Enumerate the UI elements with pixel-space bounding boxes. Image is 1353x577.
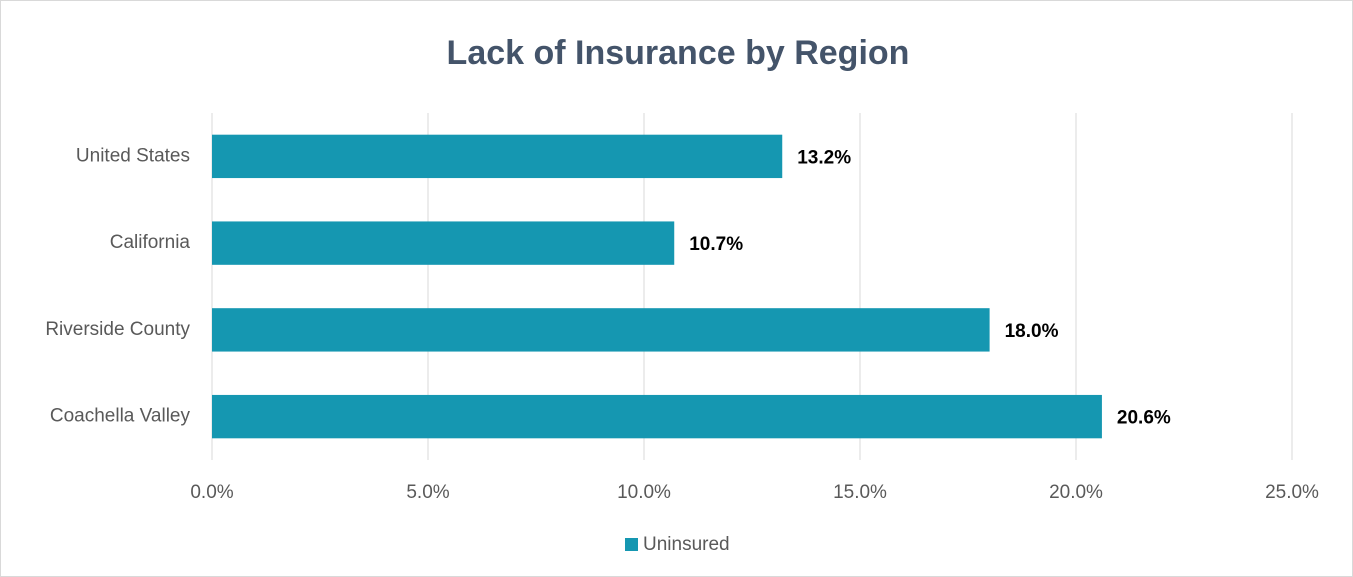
- legend-label: Uninsured: [643, 534, 730, 555]
- y-tick-label: United States: [76, 145, 190, 166]
- x-tick-label: 15.0%: [833, 482, 887, 503]
- data-label: 13.2%: [797, 147, 851, 168]
- y-tick-label: California: [110, 232, 191, 253]
- bar: [212, 394, 1102, 439]
- data-label: 10.7%: [689, 234, 743, 255]
- y-tick-label: Coachella Valley: [50, 406, 191, 427]
- bar: [212, 134, 783, 179]
- data-label: 20.6%: [1117, 408, 1171, 429]
- x-tick-label: 20.0%: [1049, 482, 1103, 503]
- bar: [212, 308, 990, 352]
- x-tick-label: 10.0%: [617, 482, 671, 503]
- x-tick-label: 0.0%: [190, 482, 233, 503]
- x-tick-label: 5.0%: [406, 482, 449, 503]
- chart-title: Lack of Insurance by Region: [447, 34, 910, 72]
- legend-swatch: [625, 538, 638, 551]
- data-label: 18.0%: [1005, 321, 1059, 342]
- bar: [212, 221, 675, 265]
- y-tick-label: Riverside County: [45, 319, 190, 340]
- x-tick-label: 25.0%: [1265, 482, 1319, 503]
